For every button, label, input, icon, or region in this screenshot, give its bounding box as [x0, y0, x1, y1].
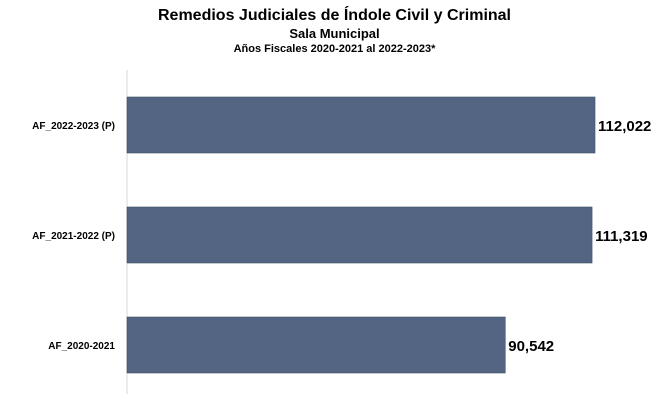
bar-2	[126, 316, 506, 374]
value-label-0: 112,022	[598, 118, 651, 135]
chart-subtitle-years: Años Fiscales 2020-2021 al 2022-2023*	[233, 43, 436, 55]
chart-title: Remedios Judiciales de Índole Civil y Cr…	[158, 7, 511, 24]
bar-0	[126, 96, 596, 154]
value-label-2: 90,542	[508, 338, 554, 355]
category-label-0: AF_2022-2023 (P)	[32, 121, 115, 132]
bar-1	[126, 206, 593, 264]
category-label-1: AF_2021-2022 (P)	[32, 231, 115, 242]
chart-titles: Remedios Judiciales de Índole Civil y Cr…	[0, 6, 669, 56]
value-label-1: 111,319	[595, 228, 648, 245]
category-label-2: AF_2020-2021	[48, 341, 115, 352]
chart-subtitle: Sala Municipal	[289, 26, 380, 41]
